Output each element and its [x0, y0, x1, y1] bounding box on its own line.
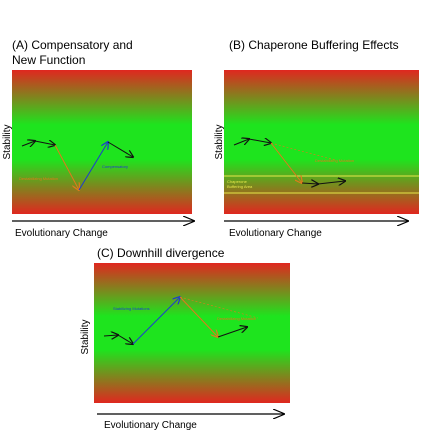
panel-b-neutral-arrow-1: [233, 139, 249, 146]
panel-c-neutral-arrow-1: [103, 335, 118, 336]
panel-b-destabilizing-arrow: [270, 142, 302, 183]
panel-a-destabilizing-label: Destabilizing Mutation: [19, 176, 58, 181]
panel-a-title-line2: New Function: [12, 53, 86, 67]
panel-b: Stability Evolutionary Change Chaperone …: [214, 70, 419, 239]
panel-b-buffer-label-line1: Chaperone: [227, 179, 248, 184]
panel-a-compensatory-arrow: [78, 142, 108, 191]
panel-c-destabilizing-leader: [179, 296, 259, 319]
panel-b-x-label: Evolutionary Change: [229, 228, 322, 239]
panel-c-stabilizing-label: Stabilizing Mutations: [113, 306, 150, 311]
panel-b-buffer-label-line2: Buffering Area: [227, 184, 253, 189]
panel-b-neutral-arrow-3: [301, 183, 318, 184]
panel-a-neutral-arrow-1: [21, 141, 35, 146]
panel-a-neutral-arrow-2: [34, 141, 55, 145]
panel-b-y-label: Stability: [214, 124, 225, 159]
panel-a-x-label: Evolutionary Change: [15, 228, 108, 239]
panel-b-stability-field: [224, 70, 419, 214]
panel-c-x-label: Evolutionary Change: [104, 420, 197, 430]
panel-c-neutral-arrow-2: [117, 334, 133, 344]
panel-b-neutral-arrow-4: [317, 181, 345, 184]
panel-a-neutral-arrow-3: [107, 141, 133, 157]
panel-c-stabilizing-arrow: [132, 297, 180, 345]
panel-c-title: (C) Downhill divergence: [97, 246, 225, 260]
panel-c-stability-field: [94, 263, 290, 403]
panel-a-title-line1: (A) Compensatory and: [12, 38, 133, 52]
panel-b-destabilizing-label: Destabilizing Mutation: [315, 158, 354, 163]
panel-c-destabilizing-label: Destabilizing Mutation: [217, 316, 256, 321]
panel-b-destabilizing-leader: [270, 142, 336, 161]
panel-b-title: (B) Chaperone Buffering Effects: [229, 38, 399, 52]
panel-a-y-label: Stability: [2, 124, 13, 159]
panel-a-compensatory-label: Compensatory: [102, 164, 128, 169]
panel-c-destabilizing-arrow: [179, 296, 218, 337]
panel-c: Stability Evolutionary Change Stabilizin…: [80, 263, 290, 430]
panel-b-neutral-arrow-2: [248, 139, 271, 143]
panel-c-neutral-arrow-3: [217, 327, 247, 338]
panel-a-destabilizing-arrow: [54, 144, 79, 190]
panel-a: Stability Evolutionary Change Destabiliz…: [2, 70, 194, 239]
panel-c-y-label: Stability: [80, 319, 91, 354]
